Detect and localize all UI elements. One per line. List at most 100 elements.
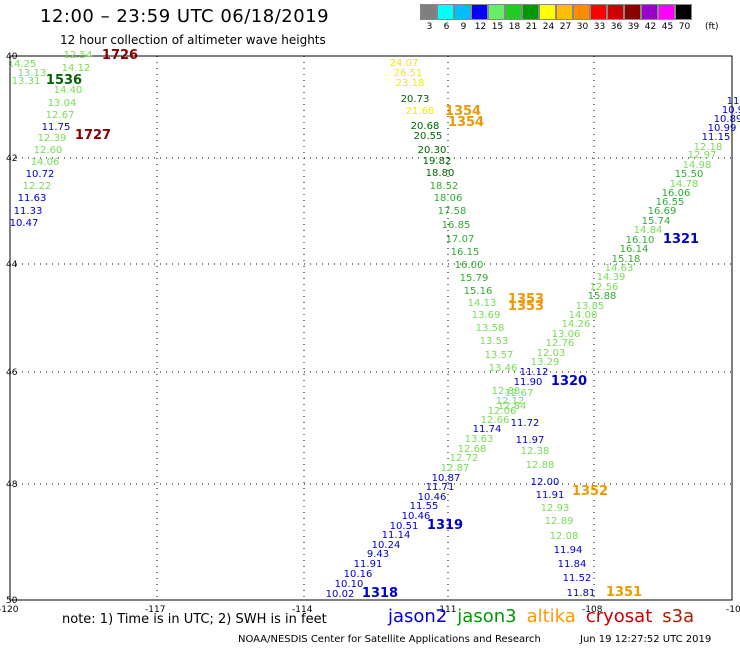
- legend-swatch: [488, 4, 505, 20]
- x-tick-label: -108: [582, 605, 603, 615]
- wave-height-label: 13.57: [485, 350, 514, 361]
- wave-height-label: 17.07: [446, 234, 475, 245]
- legend-label: 42: [644, 22, 657, 32]
- tick-labels: -120 -117 -114 -111 -108 -10 40 42 44 46 48 50: [0, 52, 740, 615]
- wave-height-label: 13.06: [552, 329, 581, 340]
- satellite-altika: altika: [526, 606, 576, 627]
- wave-height-label: 12.18: [694, 142, 723, 153]
- wave-height-label: 12.00: [531, 477, 560, 488]
- wave-height-label: 18.06: [434, 193, 463, 204]
- wave-height-label: 11.72: [511, 418, 540, 429]
- legend-swatch: [556, 4, 573, 20]
- pass-id-label: 1318: [362, 586, 398, 601]
- wave-height-label: 12.67: [46, 110, 75, 121]
- legend-label: 27: [559, 22, 572, 32]
- wave-height-label: 20.55: [414, 131, 443, 142]
- wave-height-label: 23.18: [396, 78, 425, 89]
- wave-height-label: 12.88: [526, 460, 555, 471]
- wave-height-label: 12.60: [34, 145, 63, 156]
- wave-height-label: 12.08: [550, 531, 579, 542]
- pass-id-label: 1354: [448, 115, 484, 130]
- legend-swatch: [539, 4, 556, 20]
- wave-height-label: 12.22: [23, 181, 52, 192]
- legend-swatch: [590, 4, 607, 20]
- wave-height-label: 14.39: [597, 272, 626, 283]
- wave-height-label: 12.88: [492, 386, 521, 397]
- wave-height-label: 19.82: [423, 156, 452, 167]
- wave-height-label: 15.50: [675, 169, 704, 180]
- wave-height-label: 13.85: [576, 301, 605, 312]
- plot-frame: [9, 55, 733, 601]
- pass-id-label: 1536: [46, 73, 82, 88]
- wave-height-label: 21.68: [406, 106, 435, 117]
- pass-id-label: 1353: [508, 299, 544, 314]
- satellite-legend: jason2 jason3 altika cryosat s3a: [388, 606, 704, 627]
- legend-swatch: [420, 4, 437, 20]
- wave-height-label: 10.72: [26, 169, 55, 180]
- satellite-jason2: jason2: [388, 606, 448, 627]
- wave-height-label: 14.00: [569, 310, 598, 321]
- legend-swatch: [522, 4, 539, 20]
- chart-subtitle: 12 hour collection of altimeter wave hei…: [60, 33, 326, 47]
- wave-height-label: 12.87: [441, 463, 470, 474]
- wave-height-label: 10.47: [10, 218, 39, 229]
- pass-id-label: 1352: [572, 484, 608, 499]
- wave-height-label: 11.14: [382, 530, 411, 541]
- wave-height-label: 12.67: [505, 388, 534, 399]
- wave-height-label: 13.04: [48, 98, 77, 109]
- x-tick-label: -120: [0, 605, 19, 615]
- wave-height-label: 15.74: [642, 216, 671, 227]
- satellite-cryosat: cryosat: [585, 606, 653, 627]
- wave-height-label: 12.93: [541, 503, 570, 514]
- legend-swatch: [658, 4, 675, 20]
- wave-height-label: 14.78: [670, 179, 699, 190]
- wave-height-label: 10.9: [722, 105, 740, 116]
- wave-height-label: 12.39: [38, 133, 67, 144]
- wave-height-label: 12.38: [521, 446, 550, 457]
- wave-height-label: 12.56: [590, 282, 619, 293]
- footer-note: note: 1) Time is in UTC; 2) SWH is in fe…: [62, 612, 327, 627]
- legend-label: 18: [508, 22, 521, 32]
- wave-height-label: 13.53: [480, 336, 509, 347]
- legend-label: 30: [576, 22, 589, 32]
- wave-height-label: 14.26: [562, 319, 591, 330]
- wave-height-label: 14.13: [468, 298, 497, 309]
- wave-height-label: 18.52: [430, 181, 459, 192]
- wave-height-label: 12.66: [481, 415, 510, 426]
- legend-swatch: [454, 4, 471, 20]
- legend-swatch: [573, 4, 590, 20]
- chart-title: 12:00 – 23:59 UTC 06/18/2019: [40, 6, 330, 27]
- legend-label: 12: [474, 22, 487, 32]
- legend-swatch: [607, 4, 624, 20]
- legend-label: 36: [610, 22, 623, 32]
- wave-height-label: 10.16: [344, 569, 373, 580]
- wave-height-label: 11.63: [18, 193, 47, 204]
- x-tick-label: -10: [726, 605, 740, 615]
- wave-height-label: 11.97: [516, 435, 545, 446]
- wave-height-label: 13.58: [476, 323, 505, 334]
- y-tick-label: 50: [6, 596, 18, 606]
- timestamp: Jun 19 12:27:52 UTC 2019: [580, 634, 712, 645]
- legend-label: 6: [443, 22, 450, 32]
- legend-label: 70: [678, 22, 691, 32]
- y-tick-label: 44: [6, 260, 18, 270]
- wave-height-label: 16.15: [451, 247, 480, 258]
- wave-height-label: 10.46: [402, 511, 431, 522]
- wave-height-label: 11: [727, 96, 740, 107]
- wave-height-label: 14.12: [62, 63, 91, 74]
- wave-height-label: 11.74: [473, 424, 502, 435]
- wave-height-label: 11.91: [536, 490, 565, 501]
- pass-id-label: 1321: [663, 232, 699, 247]
- wave-height-label: 10.24: [372, 540, 401, 551]
- wave-height-label: 16.55: [656, 197, 685, 208]
- wave-height-label: 12.03: [537, 348, 566, 359]
- wave-height-label: 16.14: [620, 244, 649, 255]
- wave-height-label: 13.29: [531, 357, 560, 368]
- legend-label: 15: [491, 22, 504, 32]
- wave-height-label: 11.15: [702, 132, 731, 143]
- wave-height-label: 16.69: [648, 206, 677, 217]
- wave-height-label: 12.54: [64, 50, 93, 61]
- legend-swatch: [505, 4, 522, 20]
- legend-swatch: [437, 4, 454, 20]
